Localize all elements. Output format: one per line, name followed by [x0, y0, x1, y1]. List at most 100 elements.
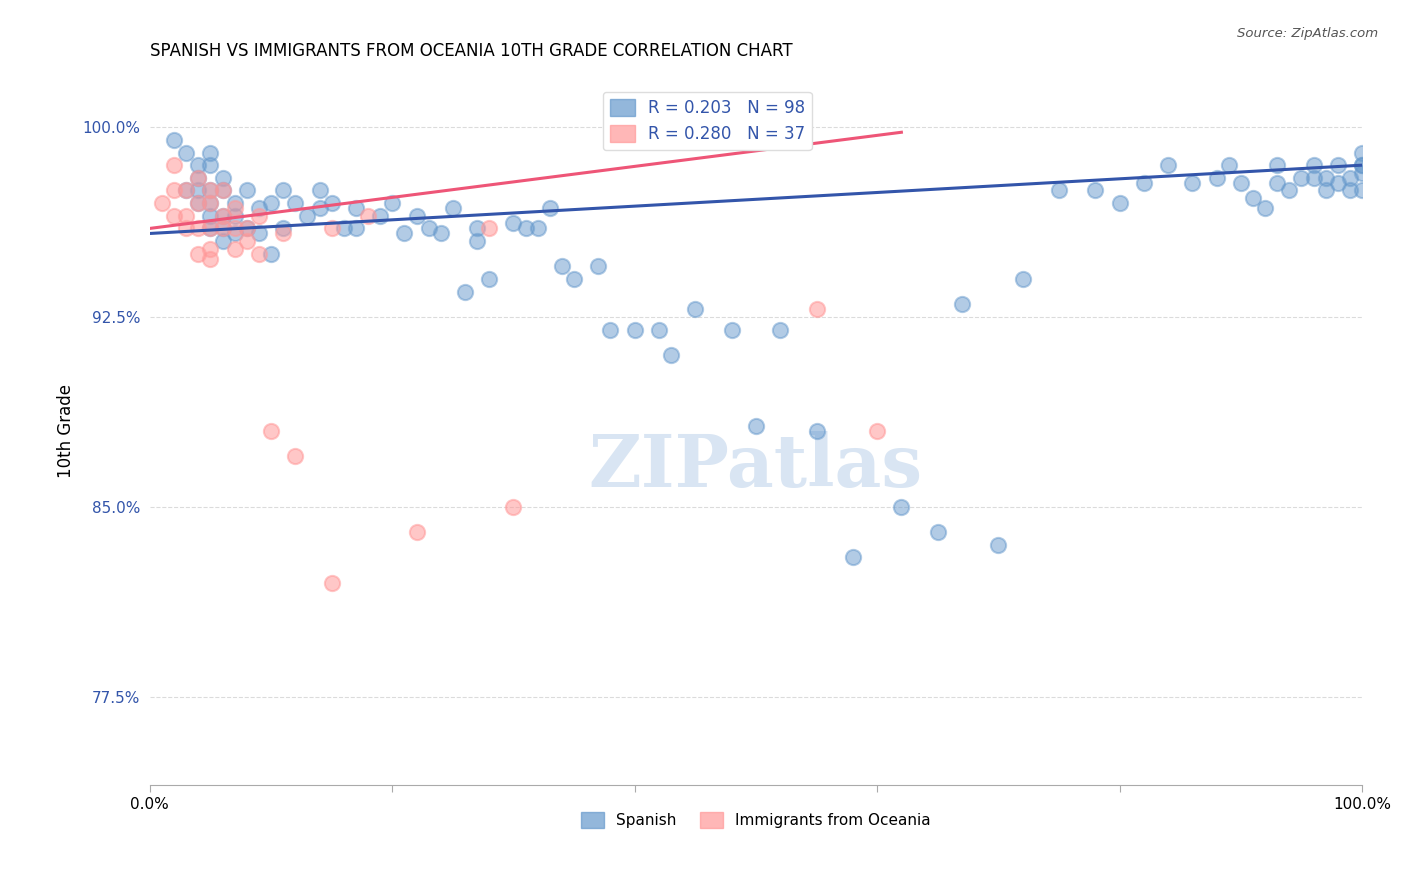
Point [344, 201, 367, 215]
Point [745, 418, 768, 433]
Point [260, 424, 283, 438]
Point [163, 133, 186, 147]
Point [890, 500, 912, 514]
Point [1157, 158, 1180, 172]
Point [1315, 170, 1337, 185]
Point [247, 209, 270, 223]
Point [465, 221, 488, 235]
Point [950, 297, 973, 311]
Point [187, 196, 209, 211]
Point [187, 196, 209, 211]
Point [381, 196, 404, 211]
Point [842, 550, 865, 565]
Point [211, 221, 233, 235]
Text: ZIPatlas: ZIPatlas [589, 431, 922, 502]
Point [200, 209, 222, 223]
Point [200, 221, 222, 235]
Point [200, 242, 222, 256]
Point [405, 209, 427, 223]
Point [429, 227, 451, 241]
Point [1339, 184, 1361, 198]
Point [1291, 170, 1313, 185]
Point [200, 184, 222, 198]
Point [187, 170, 209, 185]
Point [200, 252, 222, 266]
Text: SPANISH VS IMMIGRANTS FROM OCEANIA 10TH GRADE CORRELATION CHART: SPANISH VS IMMIGRANTS FROM OCEANIA 10TH … [150, 42, 793, 60]
Point [1084, 184, 1107, 198]
Point [247, 227, 270, 241]
Point [720, 323, 742, 337]
Point [174, 145, 197, 160]
Point [1047, 184, 1070, 198]
Point [308, 184, 330, 198]
Point [344, 221, 367, 235]
Point [247, 246, 270, 260]
Point [224, 221, 246, 235]
Point [538, 201, 561, 215]
Point [224, 201, 246, 215]
Point [174, 184, 197, 198]
Point [211, 170, 233, 185]
Point [1265, 158, 1288, 172]
Point [211, 234, 233, 248]
Point [357, 209, 380, 223]
Point [236, 184, 259, 198]
Point [297, 209, 319, 223]
Point [200, 221, 222, 235]
Point [441, 201, 464, 215]
Point [648, 323, 671, 337]
Point [187, 158, 209, 172]
Point [1302, 170, 1324, 185]
Point [236, 221, 259, 235]
Point [368, 209, 391, 223]
Point [236, 221, 259, 235]
Y-axis label: 10th Grade: 10th Grade [58, 384, 75, 478]
Point [211, 221, 233, 235]
Point [623, 323, 645, 337]
Point [1351, 184, 1374, 198]
Point [562, 272, 585, 286]
Point [515, 221, 537, 235]
Point [200, 145, 222, 160]
Point [271, 184, 294, 198]
Point [1351, 158, 1374, 172]
Point [1229, 176, 1251, 190]
Point [502, 500, 524, 514]
Point [247, 201, 270, 215]
Point [200, 196, 222, 211]
Point [321, 575, 343, 590]
Point [526, 221, 548, 235]
Point [333, 221, 356, 235]
Point [1278, 184, 1301, 198]
Point [551, 260, 574, 274]
Point [224, 196, 246, 211]
Point [1265, 176, 1288, 190]
Point [163, 158, 186, 172]
Point [236, 234, 259, 248]
Legend: Spanish, Immigrants from Oceania: Spanish, Immigrants from Oceania [575, 806, 936, 834]
Point [260, 246, 283, 260]
Point [211, 184, 233, 198]
Point [1315, 184, 1337, 198]
Point [405, 524, 427, 539]
Point [211, 209, 233, 223]
Point [927, 524, 949, 539]
Point [588, 260, 610, 274]
Point [260, 196, 283, 211]
Point [211, 184, 233, 198]
Point [308, 201, 330, 215]
Point [224, 227, 246, 241]
Point [1181, 176, 1204, 190]
Point [200, 196, 222, 211]
Point [987, 538, 1010, 552]
Point [465, 234, 488, 248]
Point [174, 184, 197, 198]
Point [478, 272, 501, 286]
Point [1218, 158, 1240, 172]
Point [1326, 176, 1348, 190]
Point [187, 221, 209, 235]
Point [187, 170, 209, 185]
Point [284, 449, 307, 463]
Point [321, 221, 343, 235]
Point [1205, 170, 1227, 185]
